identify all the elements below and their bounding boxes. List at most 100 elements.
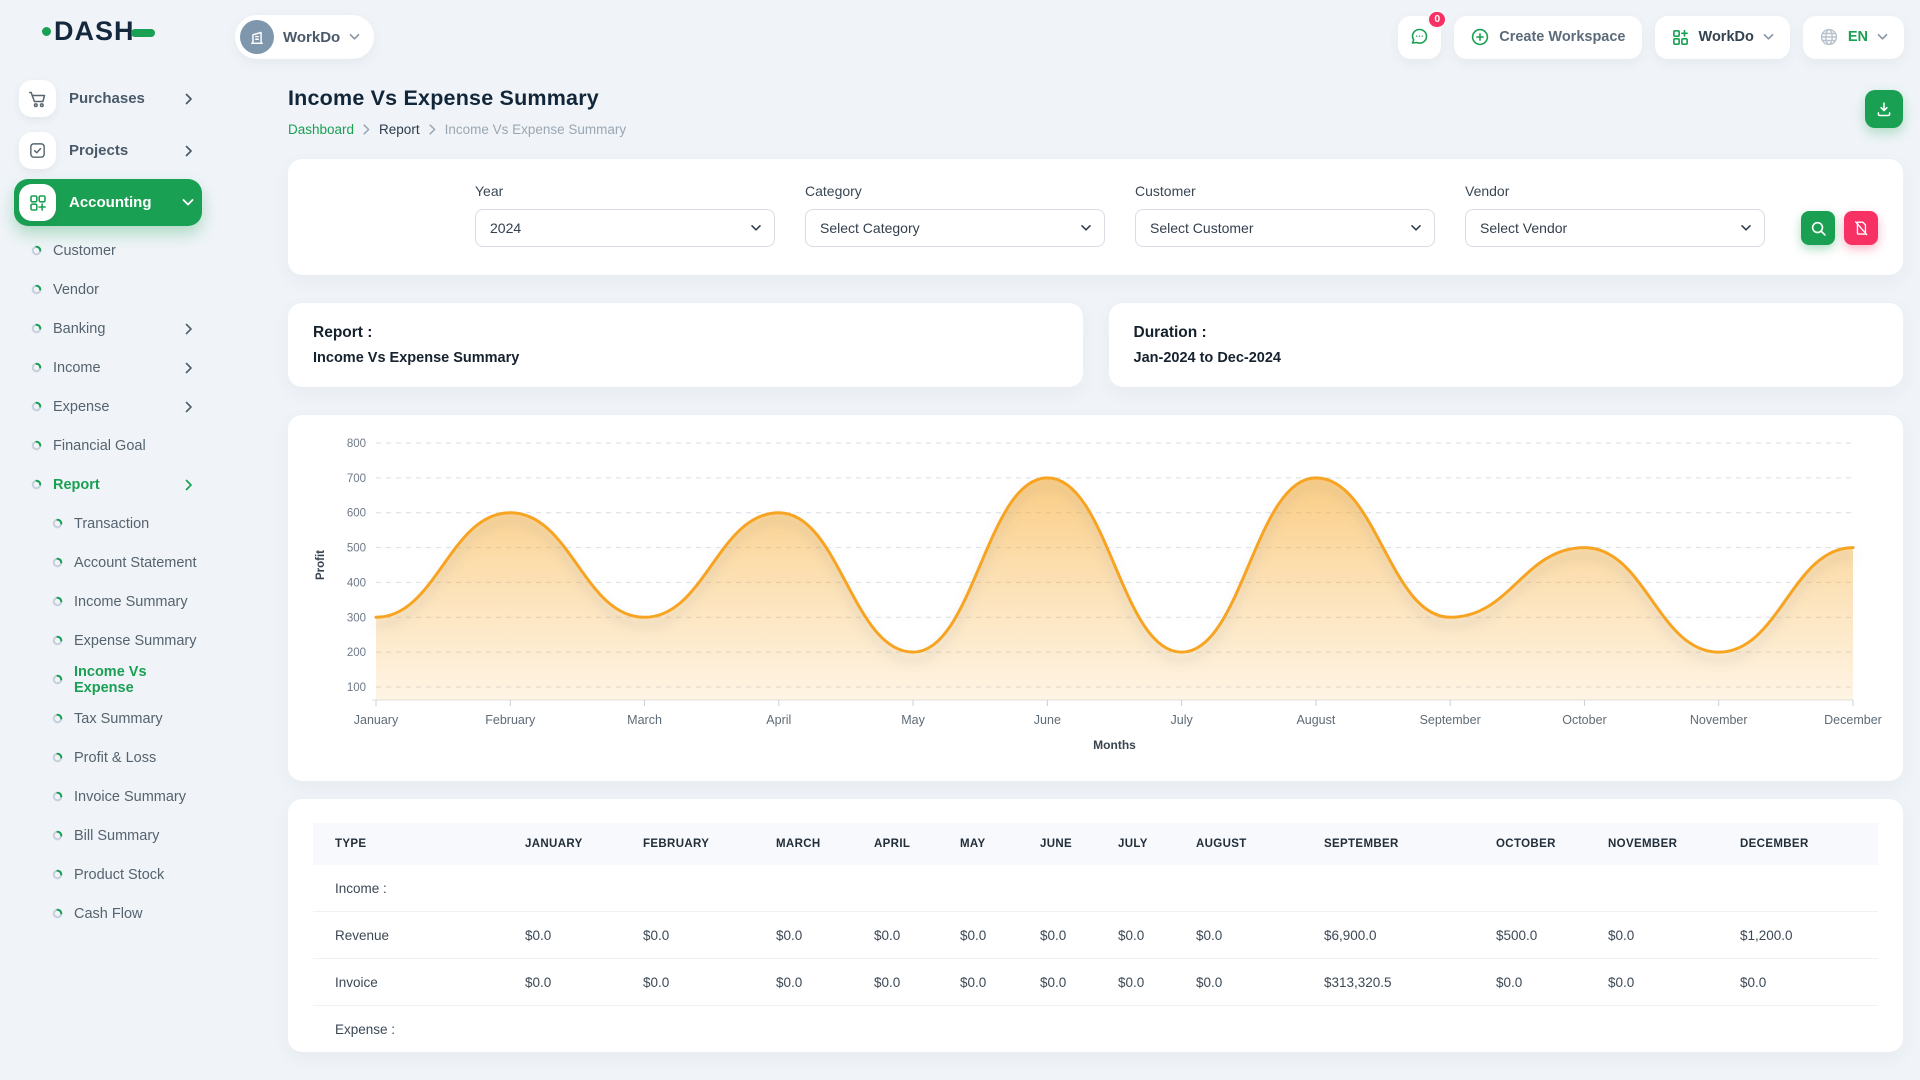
report-card-label: Report : <box>313 324 1058 342</box>
download-report-button[interactable] <box>1865 90 1903 128</box>
svg-text:400: 400 <box>347 577 366 589</box>
logo-text: DASH <box>54 18 135 45</box>
building-icon <box>240 20 274 54</box>
income-expense-table-card: TYPEJANUARYFEBRUARYMARCHAPRILMAYJUNEJULY… <box>288 799 1903 1052</box>
svg-text:September: September <box>1420 713 1481 727</box>
bullet-icon <box>52 791 63 802</box>
bullet-icon <box>52 596 63 607</box>
svg-text:June: June <box>1034 713 1061 727</box>
svg-text:January: January <box>354 713 399 727</box>
workdo-menu-button[interactable]: WorkDo <box>1655 16 1790 59</box>
logo-dash-icon <box>131 29 155 37</box>
income-expense-table: TYPEJANUARYFEBRUARYMARCHAPRILMAYJUNEJULY… <box>313 823 1878 1052</box>
column-header-november: NOVEMBER <box>1596 823 1728 865</box>
sidebar-item-product-stock[interactable]: Product Stock <box>14 855 202 894</box>
chevron-down-icon <box>349 33 360 41</box>
table-header-row: TYPEJANUARYFEBRUARYMARCHAPRILMAYJUNEJULY… <box>313 823 1878 865</box>
sidebar-item-account-statement[interactable]: Account Statement <box>14 543 202 582</box>
customer-select[interactable]: Select Customer <box>1135 209 1435 247</box>
column-header-june: JUNE <box>1028 823 1106 865</box>
sidebar-item-customer[interactable]: Customer <box>14 231 202 270</box>
sidebar-item-report[interactable]: Report <box>14 465 202 504</box>
breadcrumb: Dashboard Report Income Vs Expense Summa… <box>288 122 626 137</box>
sidebar-item-income-summary[interactable]: Income Summary <box>14 582 202 621</box>
sidebar-item-accounting[interactable]: Accounting <box>14 179 202 226</box>
column-header-february: FEBRUARY <box>631 823 764 865</box>
sidebar-item-tax-summary[interactable]: Tax Summary <box>14 699 202 738</box>
column-header-type: TYPE <box>313 823 513 865</box>
dash-logo[interactable]: DASH <box>42 18 202 45</box>
category-select[interactable]: Select Category <box>805 209 1105 247</box>
year-select[interactable]: 2024 <box>475 209 775 247</box>
sidebar-item-income-vs-expense[interactable]: Income Vs Expense <box>14 660 202 699</box>
svg-text:700: 700 <box>347 473 366 485</box>
chevron-right-icon <box>184 362 194 374</box>
table-cell: $0.0 <box>1596 912 1728 959</box>
column-header-may: MAY <box>948 823 1028 865</box>
customer-select-value: Select Customer <box>1150 220 1253 236</box>
sidebar-item-financial-goal[interactable]: Financial Goal <box>14 426 202 465</box>
bullet-icon <box>31 284 42 295</box>
breadcrumb-current: Income Vs Expense Summary <box>445 122 627 137</box>
language-selector[interactable]: EN <box>1803 16 1904 59</box>
sidebar-item-projects[interactable]: Projects <box>14 127 202 174</box>
create-workspace-button[interactable]: Create Workspace <box>1454 16 1641 59</box>
column-header-august: AUGUST <box>1184 823 1312 865</box>
breadcrumb-report[interactable]: Report <box>379 122 420 137</box>
sidebar-item-invoice-summary[interactable]: Invoice Summary <box>14 777 202 816</box>
reset-filter-button[interactable] <box>1844 211 1878 245</box>
page-title: Income Vs Expense Summary <box>288 86 626 111</box>
workspace-switcher[interactable]: WorkDo <box>235 15 374 59</box>
sidebar-item-bill-summary[interactable]: Bill Summary <box>14 816 202 855</box>
table-cell: $1,200.0 <box>1728 912 1878 959</box>
svg-text:February: February <box>485 713 536 727</box>
svg-text:November: November <box>1690 713 1748 727</box>
bullet-icon <box>52 713 63 724</box>
page-content: Income Vs Expense Summary Dashboard Repo… <box>210 64 1920 1052</box>
chevron-right-icon <box>429 124 436 135</box>
report-summary-card: Report : Income Vs Expense Summary <box>288 303 1083 387</box>
logo-dot-icon <box>42 27 51 36</box>
sidebar-item-income[interactable]: Income <box>14 348 202 387</box>
topbar-actions: 0 Create Workspace WorkDo <box>1398 16 1904 59</box>
column-header-april: APRIL <box>862 823 948 865</box>
chevron-right-icon <box>363 124 370 135</box>
cart-icon <box>19 80 56 117</box>
create-workspace-label: Create Workspace <box>1499 29 1625 45</box>
svg-text:July: July <box>1171 713 1194 727</box>
sidebar: DASH Purchases Projects Accounting Customer… <box>0 0 210 1080</box>
sidebar-item-expense[interactable]: Expense <box>14 387 202 426</box>
modules-grid-icon <box>1671 28 1690 47</box>
search-icon <box>1810 220 1827 237</box>
table-cell: $0.0 <box>1106 912 1184 959</box>
breadcrumb-dashboard[interactable]: Dashboard <box>288 122 354 137</box>
chevron-down-icon <box>1740 224 1752 232</box>
sidebar-item-vendor[interactable]: Vendor <box>14 270 202 309</box>
bullet-icon <box>31 440 42 451</box>
chevron-right-icon <box>184 401 194 413</box>
sidebar-item-banking[interactable]: Banking <box>14 309 202 348</box>
sidebar-item-expense-summary[interactable]: Expense Summary <box>14 621 202 660</box>
modules-plus-icon <box>19 184 56 221</box>
section-label: Expense : <box>313 1006 1878 1053</box>
table-cell: $0.0 <box>631 912 764 959</box>
messages-button[interactable]: 0 <box>1398 16 1441 59</box>
table-cell: $500.0 <box>1484 912 1596 959</box>
chevron-down-icon <box>750 224 762 232</box>
sidebar-item-purchases[interactable]: Purchases <box>14 75 202 122</box>
bullet-icon <box>52 869 63 880</box>
sidebar-item-profit-loss[interactable]: Profit & Loss <box>14 738 202 777</box>
topbar: WorkDo 0 Create Workspace <box>210 0 1920 64</box>
year-label: Year <box>475 183 775 199</box>
sidebar-item-transaction[interactable]: Transaction <box>14 504 202 543</box>
sidebar-item-cash-flow[interactable]: Cash Flow <box>14 894 202 933</box>
column-header-january: JANUARY <box>513 823 631 865</box>
table-cell: $0.0 <box>513 959 631 1006</box>
apply-filter-button[interactable] <box>1801 211 1835 245</box>
bullet-icon <box>31 323 42 334</box>
table-cell: $0.0 <box>1184 959 1312 1006</box>
vendor-select[interactable]: Select Vendor <box>1465 209 1765 247</box>
profit-chart[interactable]: 100200300400500600700800JanuaryFebruaryM… <box>308 429 1883 777</box>
chevron-down-icon <box>1763 33 1774 41</box>
table-cell: $0.0 <box>1028 959 1106 1006</box>
